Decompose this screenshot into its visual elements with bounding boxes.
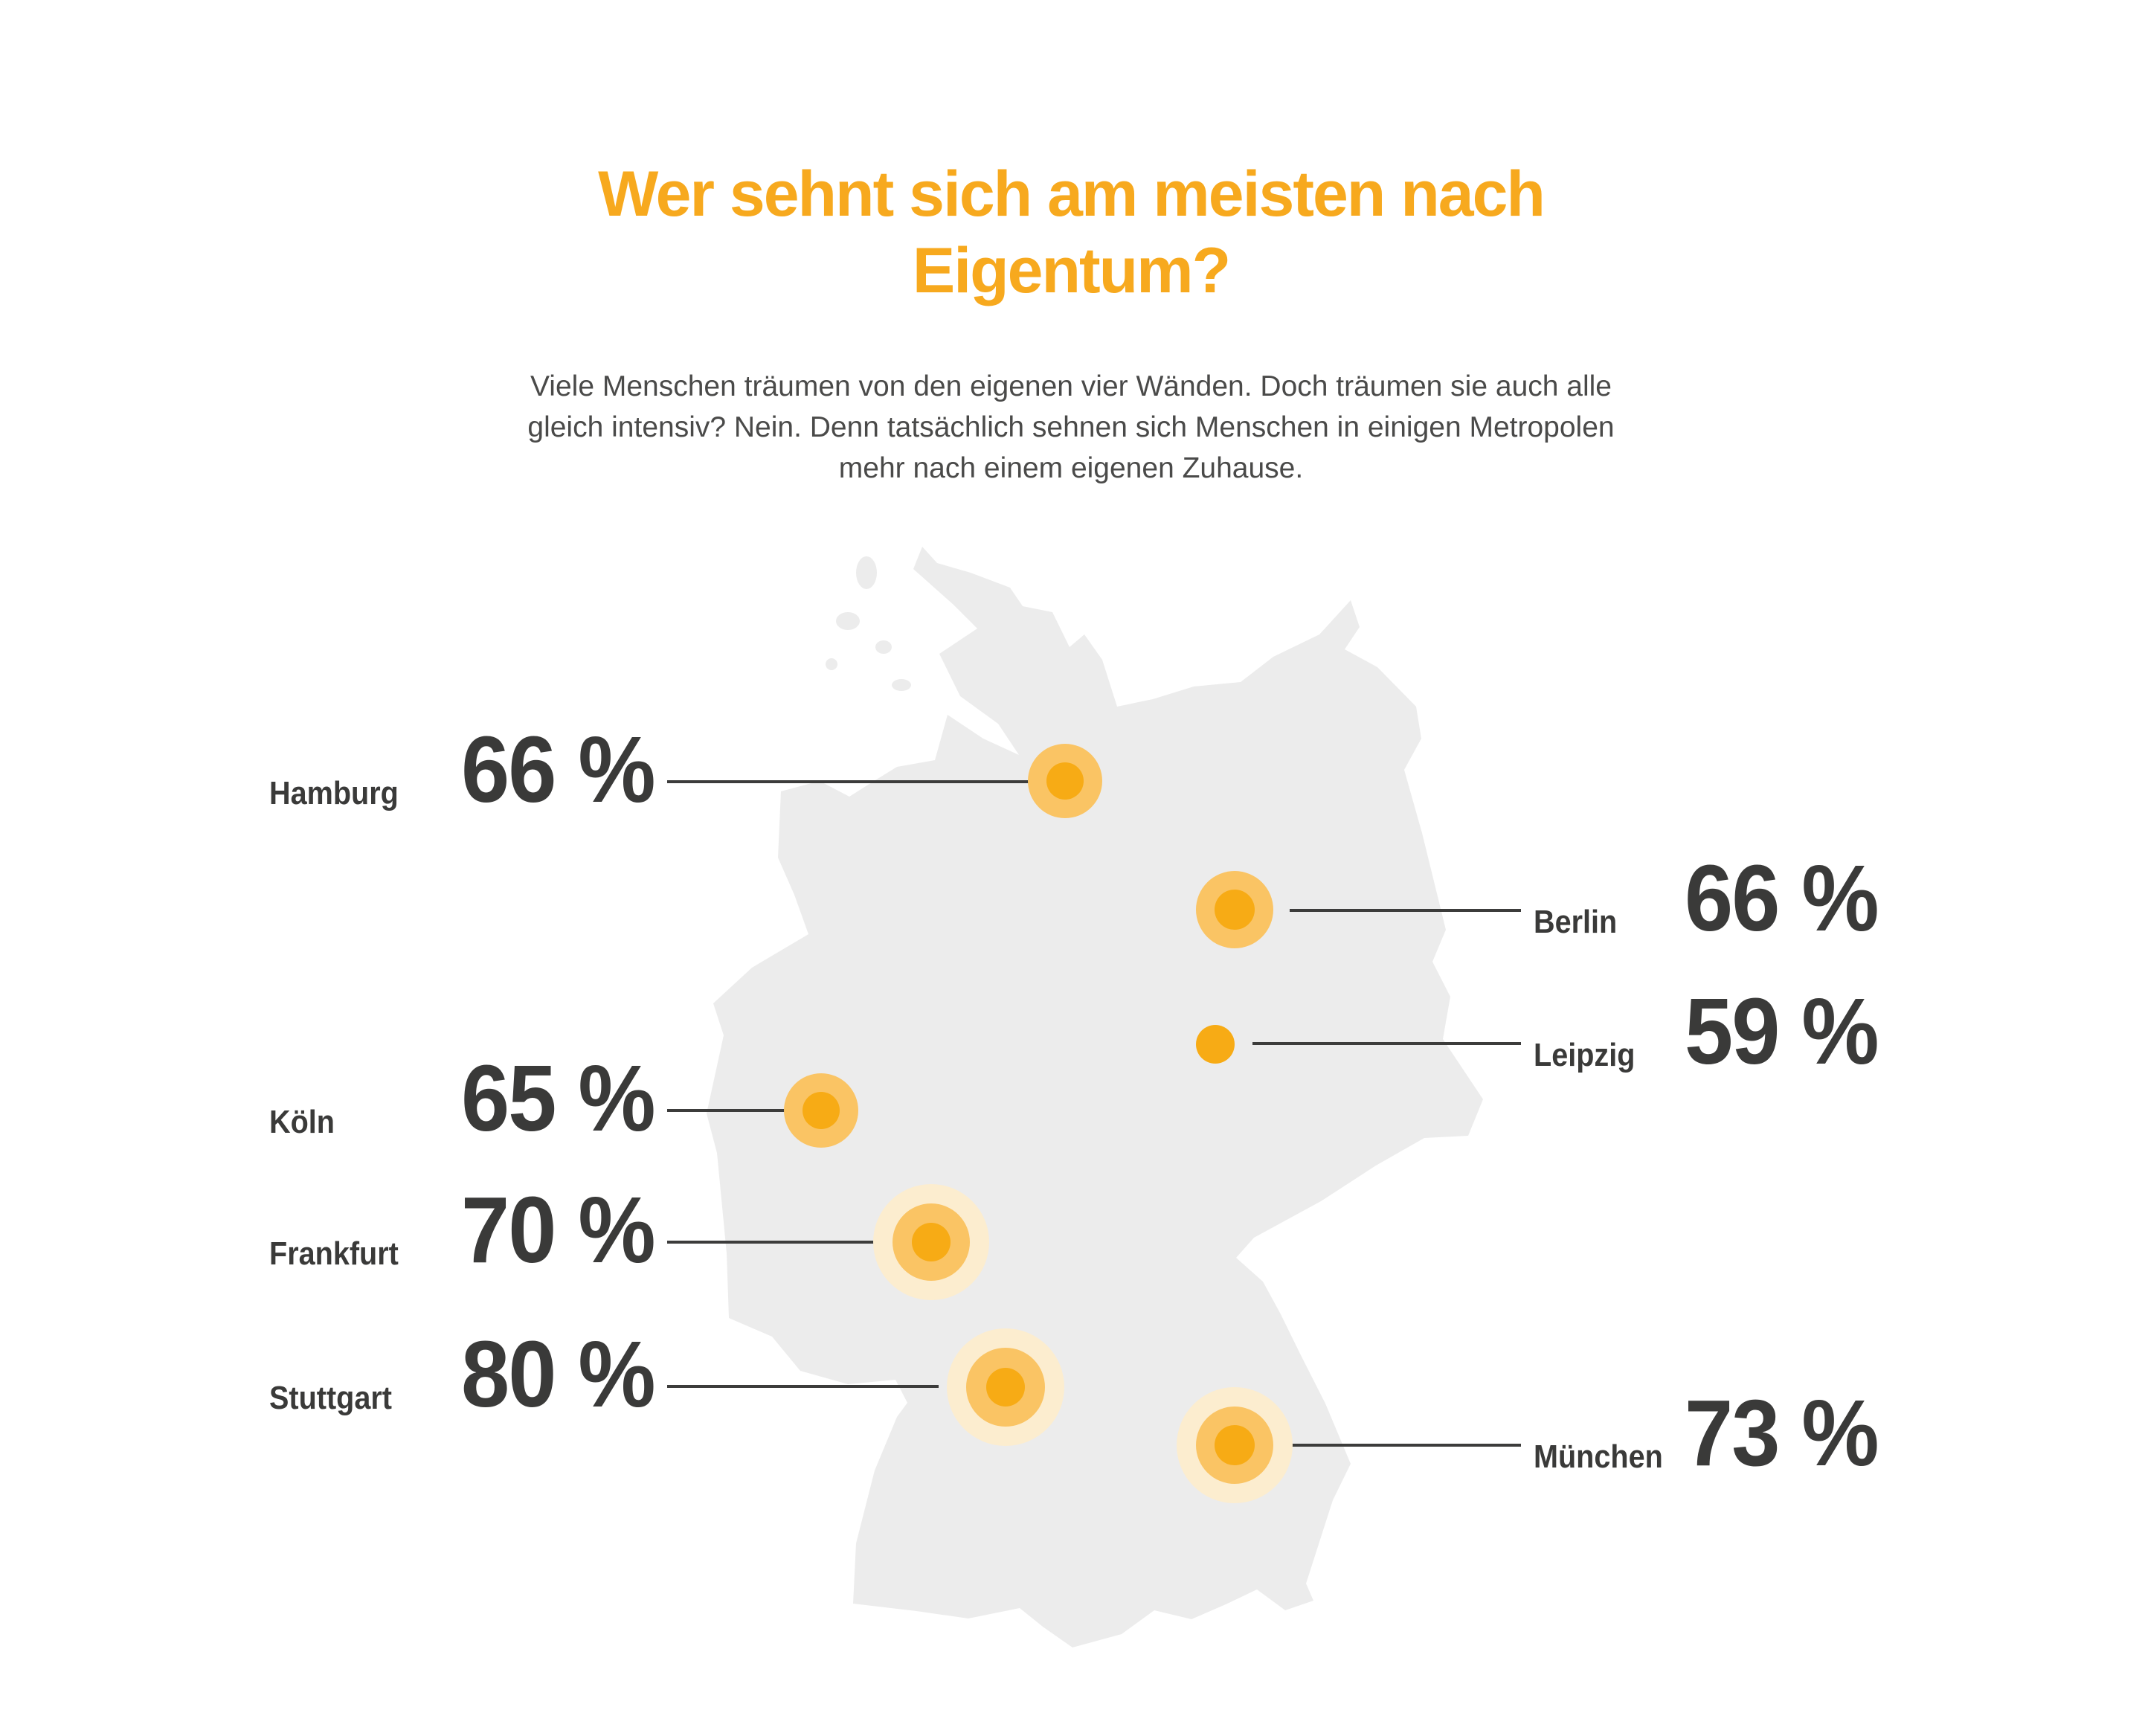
connector-line-Leipzig (1252, 1042, 1521, 1045)
city-value-Berlin: 66 % (1685, 846, 1879, 951)
city-value-Hamburg: 66 % (461, 717, 656, 822)
germany-map (707, 547, 1483, 1647)
city-value-Frankfurt: 70 % (461, 1177, 656, 1282)
north-sea-island (875, 640, 892, 654)
city-marker-Stuttgart (986, 1368, 1025, 1407)
north-sea-island (836, 612, 860, 630)
north-sea-island (826, 658, 837, 670)
page-title-line-2: Eigentum? (912, 235, 1231, 306)
city-label-Köln: Köln (269, 1104, 335, 1140)
city-label-Stuttgart: Stuttgart (269, 1380, 392, 1416)
city-label-Leipzig: Leipzig (1534, 1037, 1636, 1073)
connector-line-Frankfurt (667, 1241, 885, 1244)
city-label-Frankfurt: Frankfurt (269, 1235, 399, 1272)
city-marker-Leipzig (1196, 1025, 1235, 1064)
connector-line-Köln (667, 1109, 785, 1112)
germany-outline (707, 547, 1483, 1647)
city-marker-Köln (803, 1092, 840, 1129)
connector-line-München (1273, 1444, 1521, 1447)
north-sea-island (856, 556, 877, 589)
page-title: Wer sehnt sich am meisten nach Eigentum? (0, 156, 2142, 309)
connector-line-Berlin (1290, 909, 1521, 912)
connector-line-Stuttgart (667, 1385, 939, 1388)
city-label-Berlin: Berlin (1534, 904, 1618, 940)
north-sea-island (892, 679, 911, 691)
city-marker-Berlin (1215, 890, 1255, 930)
city-value-München: 73 % (1685, 1380, 1879, 1485)
city-marker-München (1215, 1425, 1255, 1465)
city-marker-Frankfurt (912, 1223, 951, 1261)
city-label-München: München (1534, 1438, 1663, 1475)
city-value-Köln: 65 % (461, 1046, 656, 1151)
city-value-Stuttgart: 80 % (461, 1322, 656, 1427)
city-value-Leipzig: 59 % (1685, 979, 1879, 1084)
connector-line-Hamburg (667, 780, 1030, 783)
intro-paragraph: Viele Menschen träumen von den eigenen v… (527, 370, 1615, 484)
city-label-Hamburg: Hamburg (269, 775, 399, 811)
page-title-line-1: Wer sehnt sich am meisten nach (598, 158, 1546, 230)
city-marker-Hamburg (1046, 762, 1084, 800)
